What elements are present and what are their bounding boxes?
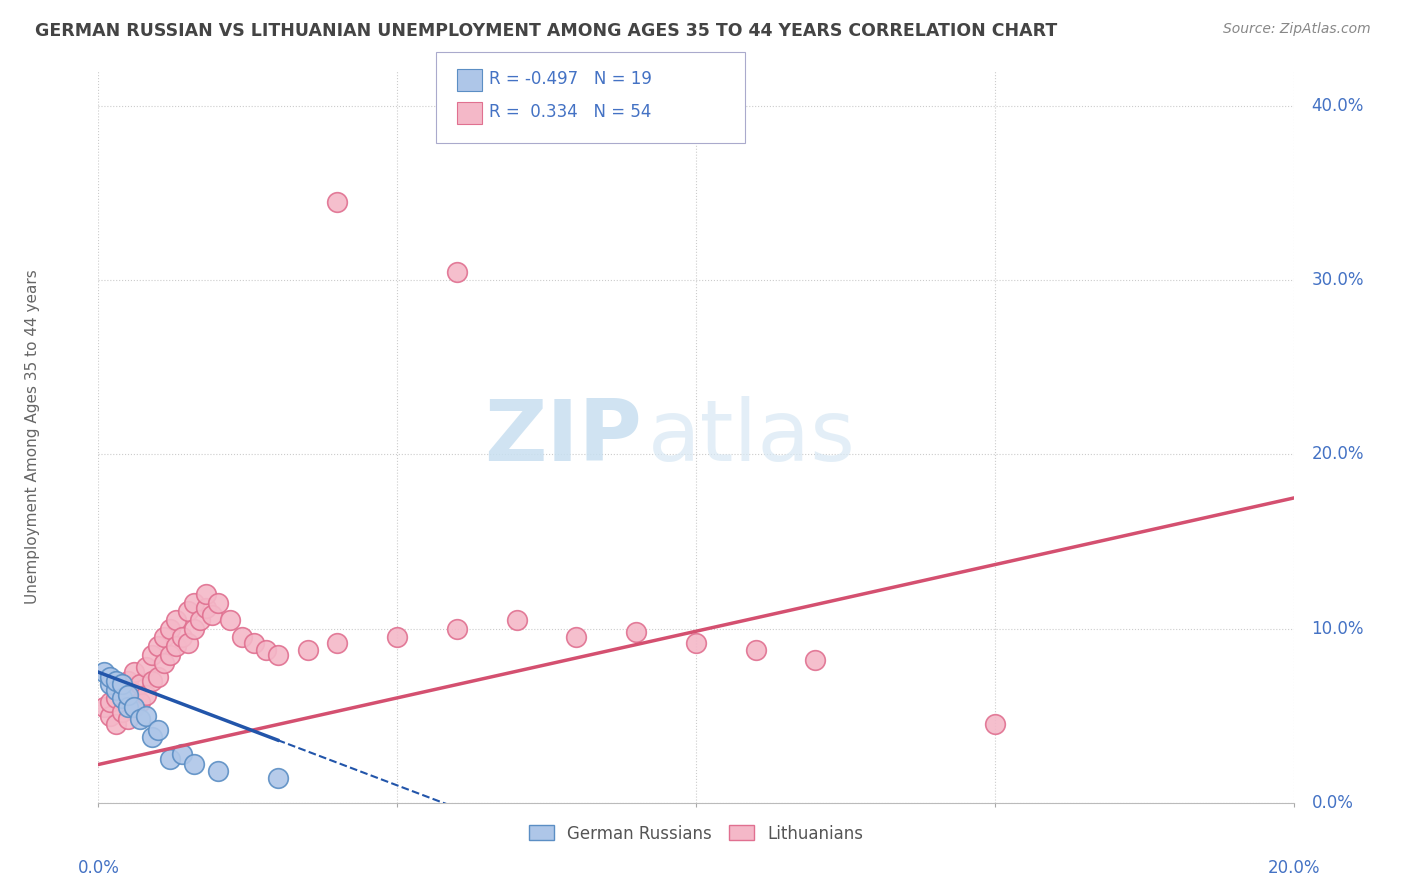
Point [195, 600, 218, 615]
Point [129, 712, 152, 726]
Point [745, 642, 768, 657]
Point [98, 695, 122, 709]
Point [117, 673, 139, 688]
Point [141, 730, 163, 744]
Point [254, 642, 277, 657]
Text: 20.0%: 20.0% [1267, 858, 1320, 877]
Text: R = -0.497   N = 19: R = -0.497 N = 19 [489, 70, 652, 88]
Point [177, 635, 200, 649]
Point [984, 717, 1007, 731]
Text: 40.0%: 40.0% [1312, 97, 1364, 115]
Point [135, 660, 157, 674]
Point [105, 717, 128, 731]
Point [219, 613, 242, 627]
Point [124, 686, 146, 700]
Point [124, 700, 146, 714]
Point [98, 677, 122, 691]
Point [117, 700, 139, 714]
Point [153, 657, 176, 671]
Point [159, 622, 181, 636]
Point [135, 708, 157, 723]
Point [153, 631, 176, 645]
Point [207, 595, 229, 609]
Point [565, 631, 588, 645]
Point [111, 677, 134, 691]
Text: 0.0%: 0.0% [1312, 794, 1354, 812]
Point [326, 635, 349, 649]
Text: GERMAN RUSSIAN VS LITHUANIAN UNEMPLOYMENT AMONG AGES 35 TO 44 YEARS CORRELATION : GERMAN RUSSIAN VS LITHUANIAN UNEMPLOYMEN… [35, 22, 1057, 40]
Legend: German Russians, Lithuanians: German Russians, Lithuanians [522, 818, 870, 849]
Point [207, 764, 229, 779]
Point [165, 613, 187, 627]
Point [243, 635, 266, 649]
Point [165, 639, 187, 653]
Point [446, 622, 468, 636]
Point [326, 194, 349, 209]
Point [267, 772, 290, 786]
Point [124, 700, 146, 714]
Point [201, 607, 224, 622]
Point [124, 665, 146, 680]
Point [267, 648, 290, 662]
Point [626, 625, 648, 640]
Text: 0.0%: 0.0% [77, 858, 120, 877]
Point [195, 587, 218, 601]
Text: 30.0%: 30.0% [1312, 271, 1364, 289]
Point [117, 688, 139, 702]
Point [183, 595, 205, 609]
Point [93, 700, 115, 714]
Point [129, 695, 152, 709]
Point [148, 670, 170, 684]
Point [98, 670, 122, 684]
Text: atlas: atlas [648, 395, 856, 479]
Text: Unemployment Among Ages 35 to 44 years: Unemployment Among Ages 35 to 44 years [25, 269, 41, 605]
Text: ZIP: ZIP [485, 395, 643, 479]
Point [177, 604, 200, 618]
Point [141, 648, 163, 662]
Text: 20.0%: 20.0% [1312, 445, 1364, 464]
Text: 10.0%: 10.0% [1312, 620, 1364, 638]
Point [385, 631, 409, 645]
Point [148, 639, 170, 653]
Point [105, 673, 128, 688]
Point [804, 653, 827, 667]
Point [129, 677, 152, 691]
Point [172, 747, 194, 761]
Point [98, 708, 122, 723]
Point [105, 682, 128, 697]
Point [159, 752, 181, 766]
Text: Source: ZipAtlas.com: Source: ZipAtlas.com [1223, 22, 1371, 37]
Point [183, 757, 205, 772]
Point [231, 631, 253, 645]
Point [148, 723, 170, 737]
Point [506, 613, 529, 627]
Point [159, 648, 181, 662]
Point [111, 705, 134, 719]
Point [135, 688, 157, 702]
Point [141, 673, 163, 688]
Point [93, 665, 115, 680]
Point [297, 642, 319, 657]
Point [111, 682, 134, 697]
Point [685, 635, 707, 649]
Point [172, 631, 194, 645]
Point [117, 712, 139, 726]
Point [446, 265, 468, 279]
Point [111, 691, 134, 706]
Point [105, 691, 128, 706]
Point [183, 622, 205, 636]
Point [188, 613, 211, 627]
Text: R =  0.334   N = 54: R = 0.334 N = 54 [489, 103, 651, 121]
